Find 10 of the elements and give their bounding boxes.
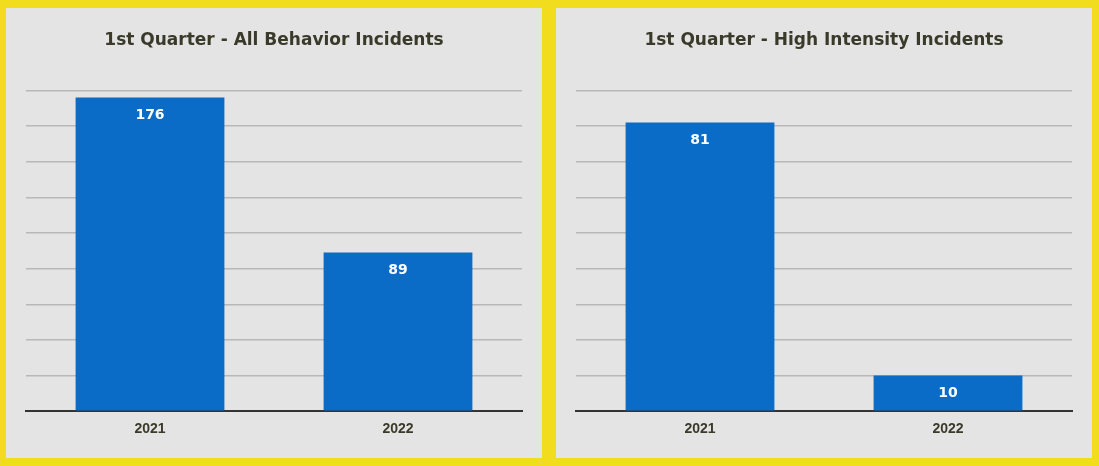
x-tick-label: 2022 <box>382 420 414 437</box>
x-tick-label: 2021 <box>684 420 716 437</box>
chart-title: 1st Quarter - High Intensity Incidents <box>644 28 1004 49</box>
data-label: 176 <box>135 106 165 123</box>
data-label: 89 <box>388 261 408 278</box>
x-tick-label: 2022 <box>932 420 964 437</box>
data-label: 10 <box>938 384 958 401</box>
x-tick-label: 2021 <box>134 420 166 437</box>
chart-title: 1st Quarter - All Behavior Incidents <box>104 28 444 49</box>
data-label: 81 <box>690 131 710 148</box>
